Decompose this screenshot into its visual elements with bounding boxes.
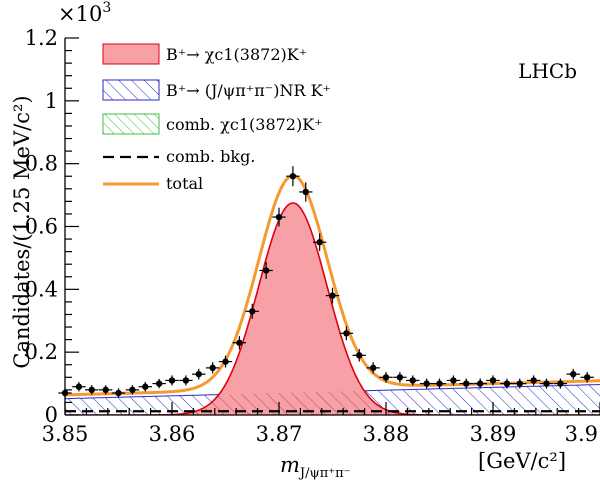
data-point: [72, 382, 86, 392]
data-point: [526, 375, 541, 386]
data-point: [205, 362, 220, 374]
data-point: [138, 382, 152, 392]
legend-swatch-comb-chi: [102, 113, 160, 135]
legend-label-comb-bkg: comb. bkg.: [166, 147, 255, 166]
data-point: [486, 375, 500, 386]
y-tick-label: 1.2: [25, 26, 58, 50]
data-point: [419, 378, 434, 389]
data-point: [553, 378, 568, 389]
data-point: [165, 375, 179, 386]
y-tick-label: 0.6: [25, 215, 58, 239]
data-point: [500, 378, 514, 389]
legend-label-comb-chi: comb. χc1(3872)K⁺: [166, 115, 323, 134]
data-point: [272, 207, 286, 227]
y-tick-label: 0.4: [25, 277, 58, 301]
data-point: [539, 378, 554, 389]
data-point: [339, 326, 354, 341]
x-tick-label: 3.87: [256, 422, 303, 446]
data-point: [366, 362, 380, 374]
y-tick-label: 0: [45, 403, 58, 427]
legend-swatch-signal: [102, 43, 160, 65]
data-point: [179, 375, 193, 386]
x-axis-ticks: 3.85 3.86 3.87 3.88 3.89 3.9: [42, 402, 600, 446]
data-points: [58, 166, 594, 398]
data-point: [406, 375, 420, 386]
data-point: [286, 166, 300, 187]
data-point: [379, 371, 393, 383]
legend-label-signal: B⁺→ χc1(3872)K⁺: [166, 45, 307, 64]
signal-overlap-hatch: [65, 390, 600, 415]
data-point: [473, 378, 487, 389]
data-point: [432, 378, 447, 389]
data-point: [446, 375, 461, 386]
data-point: [459, 378, 473, 389]
data-point: [125, 385, 140, 395]
legend-label-total: total: [166, 174, 203, 193]
data-point: [393, 371, 407, 383]
legend-swatch-nonres: [102, 79, 160, 101]
x-tick-label: 3.9: [565, 422, 598, 446]
x-axis-title: mJ/ψπ⁺π⁻: [280, 453, 351, 481]
y-tick-label: 1: [45, 89, 58, 113]
lhcb-label: LHCb: [518, 59, 577, 83]
x-tick-label: 3.86: [149, 422, 196, 446]
x-tick-label: 3.85: [42, 422, 89, 446]
y-multiplier: ×103: [58, 0, 111, 26]
data-point: [566, 368, 580, 380]
x-axis-unit: [GeV/c²]: [478, 449, 566, 473]
data-point: [312, 233, 327, 252]
data-point: [245, 303, 259, 319]
data-point: [111, 388, 126, 398]
data-point: [232, 336, 247, 350]
x-tick-label: 3.88: [363, 422, 410, 446]
data-point: [513, 378, 527, 389]
data-point: [98, 385, 113, 395]
y-axis-title: Candidates/(1.25 MeV/c²): [10, 95, 34, 368]
y-axis-ticks: 0 0.2 0.4 0.6 0.8 1 1.2: [25, 26, 79, 427]
data-point: [259, 262, 273, 279]
x-tick-label: 3.89: [470, 422, 517, 446]
y-tick-label: 0.8: [25, 152, 58, 176]
data-point: [85, 385, 99, 395]
data-point: [580, 371, 594, 383]
data-point: [152, 378, 166, 389]
data-point: [325, 287, 340, 304]
data-point: [192, 368, 206, 380]
legend-label-nonres: B⁺→ (J/ψπ⁺π⁻)NR K⁺: [166, 81, 331, 100]
data-point: [218, 355, 233, 368]
data-point: [299, 182, 313, 202]
data-point: [352, 349, 366, 362]
legend: B⁺→ χc1(3872)K⁺ B⁺→ (J/ψπ⁺π⁻)NR K⁺ comb.…: [102, 43, 331, 193]
y-tick-label: 0.2: [25, 340, 58, 364]
